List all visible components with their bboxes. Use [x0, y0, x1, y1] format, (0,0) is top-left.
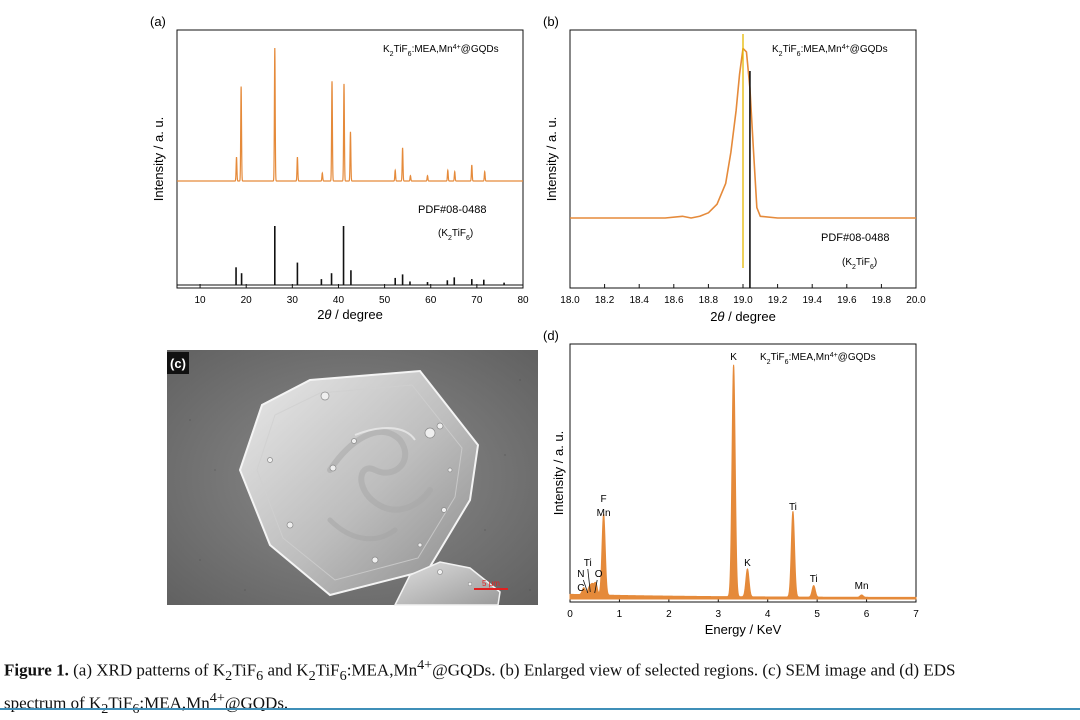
peak-label: C: [577, 583, 584, 594]
x-tick-label: 1: [617, 609, 623, 620]
peak-label-arrow: [587, 568, 591, 593]
caption-label: Figure 1.: [4, 660, 69, 680]
panel-a-ylabel: Intensity / a. u.: [151, 117, 166, 202]
sample-xrd-line: [177, 47, 523, 182]
panel-b-ylabel: Intensity / a. u.: [544, 117, 559, 202]
peak-label: Ti: [584, 558, 592, 569]
panel-b-enlarged: (b) 18.0 18.2 18.4 18.6 18.8 19.0 19.2 19.4 19.6…: [543, 14, 926, 324]
x-tick-label: 50: [379, 295, 391, 306]
panel-b-letter: (b): [543, 14, 559, 29]
panel-a-reference-sticks: [177, 226, 523, 286]
x-tick-label: 3: [716, 609, 722, 620]
panel-a-ref-formula: (K2TiF6): [438, 228, 473, 242]
peak-label: Mn: [855, 581, 869, 592]
panel-a-xrd: (a) 10 20 30 40 50 60 70 80 K2TiF6:MEA,Mn4+@GQD…: [150, 14, 529, 322]
x-tick-label: 70: [471, 295, 483, 306]
eds-spectrum: [569, 364, 917, 600]
x-tick-label: 18.2: [595, 295, 615, 306]
scale-bar-label: 5 μm: [482, 579, 500, 588]
x-tick-label: 18.6: [664, 295, 684, 306]
peak-label: K: [744, 558, 751, 569]
peak-label: Ti: [789, 502, 797, 513]
panel-d-sample-label: K2TiF6:MEA,Mn4+@GQDs: [760, 352, 876, 366]
x-tick-label: 2: [666, 609, 672, 620]
panel-b-xlabel: 2θ / degree: [710, 309, 776, 324]
x-tick-label: 60: [425, 295, 437, 306]
panel-b-ref-label: PDF#08-0488: [821, 232, 890, 244]
x-tick-label: 40: [333, 295, 345, 306]
panel-a-frame: [176, 29, 524, 289]
x-tick-label: 20: [241, 295, 253, 306]
panel-d-ylabel: Intensity / a. u.: [551, 431, 566, 516]
x-tick-label: 19.6: [837, 295, 857, 306]
peak-label: N: [577, 569, 584, 580]
x-tick-label: 7: [913, 609, 919, 620]
panel-a-x-axis: 10 20 30 40 50 60 70 80: [195, 284, 529, 306]
peak-label: O: [595, 569, 603, 580]
panel-c-letter-box: [167, 352, 189, 374]
panel-b-ref-formula: (K2TiF6): [842, 257, 877, 271]
peak-label-arrow: [594, 579, 598, 594]
peak-label-arrow: [582, 579, 589, 594]
x-tick-label: 19.0: [733, 295, 753, 306]
panel-b-x-axis: 18.0 18.2 18.4 18.6 18.8 19.0 19.2 19.4 19.6 19.8…: [560, 284, 926, 306]
panel-a-xlabel: 2θ / degree: [317, 307, 383, 322]
x-tick-label: 30: [287, 295, 299, 306]
panel-a-sample-label: K2TiF6:MEA,Mn4+@GQDs: [383, 44, 499, 58]
x-tick-label: 20.0: [906, 295, 926, 306]
panel-c-letter: (c): [170, 356, 186, 371]
peak-label: Mn: [597, 508, 611, 519]
caption-rule: [0, 708, 1080, 710]
figure-caption: Figure 1. (a) XRD patterns of K2TiF6 and…: [4, 657, 956, 717]
x-tick-label: 5: [814, 609, 820, 620]
x-tick-label: 19.4: [802, 295, 822, 306]
x-tick-label: 6: [864, 609, 870, 620]
x-tick-label: 10: [195, 295, 207, 306]
crystal-secondary: [393, 561, 501, 606]
figure-graphic: (a) 10 20 30 40 50 60 70 80 K2TiF6:MEA,Mn4+@GQD…: [150, 14, 926, 637]
panel-c-sem-image: (c) 5 μm: [167, 350, 538, 606]
panel-d-frame: [569, 343, 917, 603]
panel-d-spectrum: [569, 364, 917, 600]
x-tick-label: 19.8: [872, 295, 892, 306]
panel-d-x-axis: 0 1 2 3 4 5 6 7: [567, 598, 919, 620]
x-tick-label: 18.4: [629, 295, 649, 306]
panel-b-curve: [570, 34, 916, 288]
sample-zoom-line: [570, 47, 916, 219]
panel-d-letter: (d): [543, 328, 559, 343]
x-tick-label: 18.8: [699, 295, 719, 306]
x-tick-label: 19.2: [768, 295, 788, 306]
x-tick-label: 18.0: [560, 295, 580, 306]
panel-a-sample-pattern: [177, 47, 523, 182]
panel-d-xlabel: Energy / KeV: [705, 622, 782, 637]
panel-a-ref-label: PDF#08-0488: [418, 204, 487, 216]
peak-label: F: [601, 494, 607, 505]
x-tick-label: 80: [517, 295, 529, 306]
peak-label: K: [730, 352, 737, 363]
peak-label: Ti: [810, 574, 818, 585]
x-tick-label: 0: [567, 609, 573, 620]
x-tick-label: 4: [765, 609, 771, 620]
panel-b-sample-label: K2TiF6:MEA,Mn4+@GQDs: [772, 44, 888, 58]
panel-a-letter: (a): [150, 14, 166, 29]
